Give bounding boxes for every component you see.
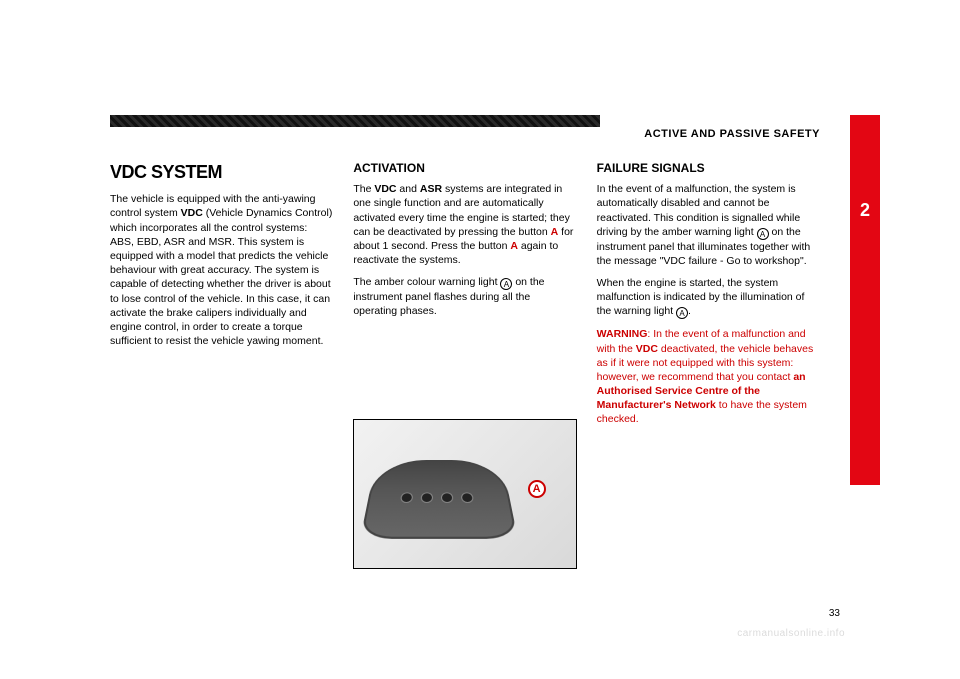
column-3: FAILURE SIGNALS In the event of a malfun… xyxy=(597,160,820,599)
column-2: ACTIVATION The VDC and ASR systems are i… xyxy=(353,160,576,599)
warning-paragraph: WARNING: In the event of a malfunction a… xyxy=(597,327,820,426)
failure-p2: When the engine is started, the system m… xyxy=(597,276,820,319)
console-illustration xyxy=(360,460,518,539)
button-ref-A-2: A xyxy=(510,240,518,252)
failure-signals-title: FAILURE SIGNALS xyxy=(597,160,820,176)
vdc-system-title: VDC SYSTEM xyxy=(110,160,333,184)
console-btn xyxy=(441,492,453,503)
column-1: VDC SYSTEM The vehicle is equipped with … xyxy=(110,160,333,599)
watermark: carmanualsonline.info xyxy=(737,628,845,639)
page-number: 33 xyxy=(829,608,840,619)
activation-p2: The amber colour warning light A on the … xyxy=(353,275,576,318)
carbon-fiber-band xyxy=(110,115,600,127)
activation-title: ACTIVATION xyxy=(353,160,576,176)
content-columns: VDC SYSTEM The vehicle is equipped with … xyxy=(110,160,820,599)
vdc-bold: VDC xyxy=(181,207,203,219)
warning-light-icon: A xyxy=(757,228,769,240)
console-btn xyxy=(461,492,474,503)
warning-light-icon: A xyxy=(676,307,688,319)
warning-light-icon: A xyxy=(500,278,512,290)
activation-p1: The VDC and ASR systems are integrated i… xyxy=(353,182,576,267)
console-btn xyxy=(400,492,413,503)
chapter-tab: 2 xyxy=(850,115,880,485)
figure-callout-A: A xyxy=(528,480,546,498)
vdc-system-body: The vehicle is equipped with the anti-ya… xyxy=(110,192,333,348)
chapter-number: 2 xyxy=(860,200,870,221)
vdc-button-figure: A xyxy=(353,419,576,569)
failure-p1: In the event of a malfunction, the syste… xyxy=(597,182,820,268)
section-header: ACTIVE AND PASSIVE SAFETY xyxy=(644,128,820,140)
console-btn xyxy=(421,492,433,503)
